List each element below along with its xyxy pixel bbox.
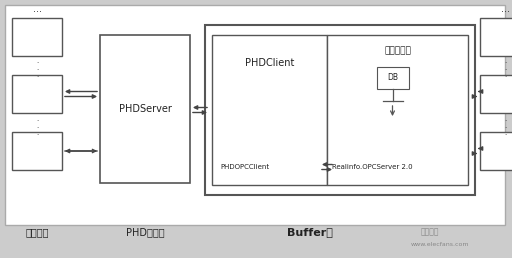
Text: PHDOPCClient: PHDOPCClient [220,164,269,170]
Text: ·
·
·: · · · [36,60,38,80]
Text: 紫金桥软件: 紫金桥软件 [384,46,411,55]
Bar [376,67,409,89]
Text: ·
·
·: · · · [36,118,38,138]
Text: ·
·
·: · · · [504,60,506,80]
Bar [100,35,190,183]
Text: ···: ··· [501,7,509,17]
Text: PHD服务器: PHD服务器 [125,227,164,237]
Text: ···: ··· [32,7,41,17]
Bar [480,132,512,170]
Text: Buffer机: Buffer机 [287,227,333,237]
Text: PHDServer: PHDServer [119,104,172,114]
Text: ·
·
·: · · · [504,118,506,138]
Bar [5,5,505,225]
Bar [12,18,62,56]
Bar [212,35,327,185]
Text: PHDClient: PHDClient [245,58,294,68]
Bar [480,75,512,113]
Text: Realinfo.OPCServer 2.0: Realinfo.OPCServer 2.0 [332,164,413,170]
Text: 终端用户: 终端用户 [25,227,49,237]
Bar [480,18,512,56]
Text: DB: DB [387,74,398,83]
Text: www.elecfans.com: www.elecfans.com [411,243,470,247]
Bar [12,75,62,113]
Bar [205,25,475,195]
Bar [12,132,62,170]
Text: 电子设备: 电子设备 [421,228,439,237]
Bar [327,35,468,185]
